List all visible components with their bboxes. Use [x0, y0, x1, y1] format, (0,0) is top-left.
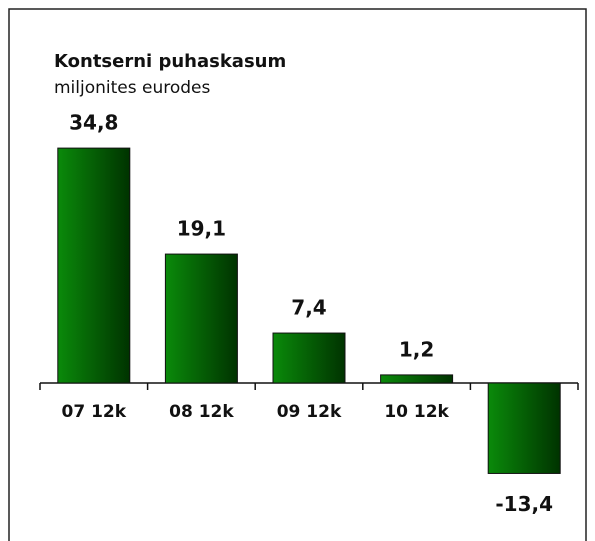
- value-label: -13,4: [495, 492, 553, 516]
- chart-title: Kontserni puhaskasum: [54, 51, 286, 72]
- value-label: 34,8: [69, 111, 118, 135]
- x-tick-label: 07 12k: [62, 402, 127, 422]
- bar: [487, 382, 561, 474]
- bar: [380, 374, 454, 384]
- frame: [8, 8, 587, 541]
- bar: [57, 147, 131, 384]
- value-label: 7,4: [291, 296, 326, 320]
- x-tick-label: 09 12k: [277, 402, 342, 422]
- value-label: 19,1: [177, 217, 226, 241]
- bar: [272, 332, 346, 384]
- bar: [164, 253, 238, 384]
- x-tick-label: 08 12k: [169, 402, 234, 422]
- x-tick-label: 10 12k: [384, 402, 449, 422]
- chart-subtitle: miljonites eurodes: [54, 78, 211, 98]
- value-label: 1,2: [399, 337, 434, 361]
